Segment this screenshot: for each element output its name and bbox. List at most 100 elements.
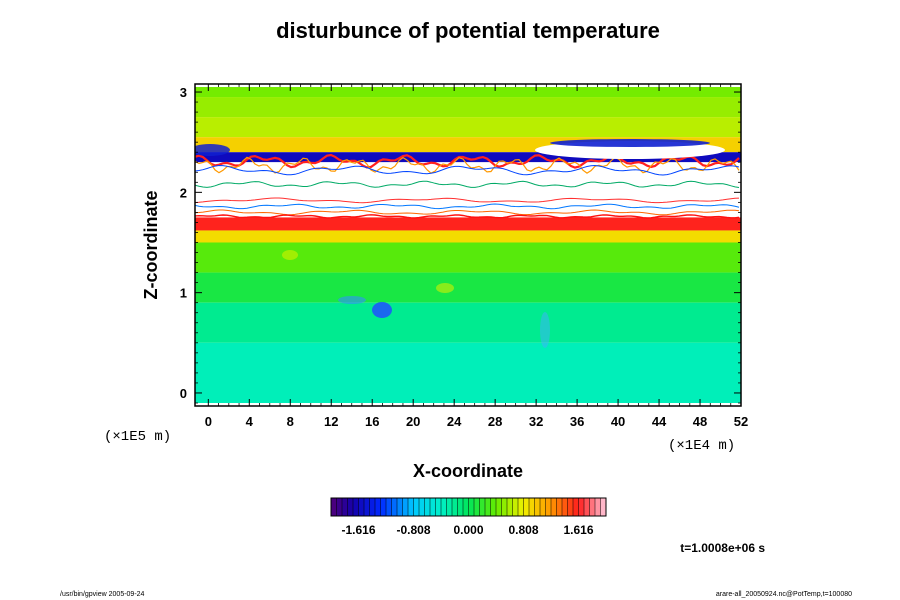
colorbar-segment <box>353 498 359 516</box>
x-tick-label: 44 <box>652 414 667 429</box>
eddy <box>436 283 454 293</box>
field-row <box>195 302 741 343</box>
x-axis-unit: (×1E4 m) <box>668 438 735 454</box>
colorbar-segment <box>331 498 337 516</box>
colorbar-segment <box>463 498 469 516</box>
x-tick-label: 36 <box>570 414 584 429</box>
blue-patch <box>550 139 710 147</box>
y-axis: 0 1 2 3 <box>180 85 741 404</box>
colorbar-segment <box>391 498 398 516</box>
colorbar-segment <box>490 498 497 516</box>
colorbar-segment <box>347 498 354 516</box>
x-axis-label: X-coordinate <box>413 461 523 481</box>
plot-frame <box>194 83 742 407</box>
colorbar-tick-label: 1.616 <box>563 523 593 537</box>
contour-line <box>195 197 740 204</box>
colorbar-segment <box>424 498 431 516</box>
colorbar-segment <box>518 498 524 516</box>
footer-left: /usr/bin/gpview 2005-09-24 <box>60 591 145 598</box>
colorbar-tick-label: 0.000 <box>453 523 483 537</box>
colorbar-segment <box>600 498 607 516</box>
colorbar-segment <box>562 498 568 516</box>
colorbar-segment <box>540 498 546 516</box>
colorbar-segment <box>501 498 508 516</box>
colorbar-segment <box>430 498 436 516</box>
colorbar-segment <box>534 498 541 516</box>
y-tick-label: 2 <box>180 185 187 200</box>
x-tick-label: 4 <box>246 414 254 429</box>
colorbar-segment <box>496 498 502 516</box>
colorbar-segment <box>419 498 425 516</box>
contour-line <box>195 156 740 174</box>
field-accents <box>195 139 740 348</box>
y-tick-label: 3 <box>180 85 187 100</box>
colorbar-segment <box>386 498 392 516</box>
y-axis-label: Z-coordinate <box>141 190 161 299</box>
y-tick-label: 0 <box>180 386 187 401</box>
colorbar-segment <box>578 498 585 516</box>
colorbar-segment <box>556 498 563 516</box>
field-row <box>195 272 741 303</box>
y-axis-unit: (×1E5 m) <box>104 429 171 445</box>
x-tick-label: 48 <box>693 414 707 429</box>
colorbar-segment <box>402 498 409 516</box>
colorbar-segment <box>413 498 420 516</box>
x-tick-label: 24 <box>447 414 462 429</box>
colorbar-segment <box>380 498 387 516</box>
colorbar <box>330 498 607 516</box>
colorbar-segment <box>529 498 535 516</box>
y-tick-label: 1 <box>180 286 187 301</box>
colorbar-segment <box>336 498 343 516</box>
x-tick-label: 32 <box>529 414 543 429</box>
field-row <box>195 97 741 118</box>
x-axis: 0 4 8 12 16 20 24 28 32 36 40 44 48 52 <box>205 84 748 429</box>
eddy <box>282 250 298 260</box>
eddy <box>372 302 392 318</box>
x-tick-label: 0 <box>205 414 212 429</box>
colorbar-segment <box>523 498 530 516</box>
colorbar-segment <box>441 498 447 516</box>
field-row <box>195 230 741 243</box>
x-tick-label: 20 <box>406 414 420 429</box>
footer-right: arare-all_20050924.nc@PotTemp,t=100080 <box>716 591 852 598</box>
colorbar-segment <box>468 498 475 516</box>
colorbar-tick-label: -0.808 <box>396 523 430 537</box>
field-row <box>195 117 741 138</box>
chart-title: disturbunce of potential temperature <box>276 18 660 43</box>
colorbar-segment <box>446 498 453 516</box>
contour-line <box>195 164 740 176</box>
colorbar-segment <box>589 498 596 516</box>
field-row <box>195 217 741 231</box>
x-tick-label: 16 <box>365 414 379 429</box>
eddy <box>540 312 550 348</box>
heatmap-field <box>195 87 741 403</box>
colorbar-segment <box>584 498 590 516</box>
colorbar-segment <box>573 498 579 516</box>
colorbar-tick-label: 0.808 <box>508 523 538 537</box>
eddy <box>338 296 366 304</box>
contour-line <box>195 214 740 219</box>
colorbar-segment <box>507 498 513 516</box>
colorbar-tick-label: -1.616 <box>341 523 375 537</box>
blue-patch <box>195 144 230 156</box>
field-row <box>195 242 741 273</box>
colorbar-segment <box>595 498 601 516</box>
colorbar-segment <box>485 498 491 516</box>
field-row <box>195 162 741 218</box>
contour-line <box>195 203 740 210</box>
colorbar-segment <box>474 498 480 516</box>
x-tick-label: 28 <box>488 414 502 429</box>
x-tick-label: 8 <box>287 414 294 429</box>
contour-line <box>195 180 740 188</box>
colorbar-segment <box>369 498 376 516</box>
x-tick-label: 12 <box>324 414 338 429</box>
field-row <box>195 342 741 403</box>
colorbar-segment <box>512 498 519 516</box>
field-row <box>195 87 741 98</box>
colorbar-segment <box>457 498 464 516</box>
colorbar-segment <box>567 498 574 516</box>
colorbar-segment <box>358 498 365 516</box>
colorbar-frame <box>330 497 607 517</box>
field-row <box>195 152 741 163</box>
